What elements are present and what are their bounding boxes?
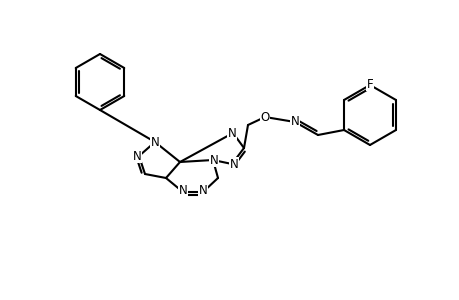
Text: N: N	[198, 184, 207, 197]
Text: N: N	[132, 149, 141, 163]
Text: N: N	[290, 115, 299, 128]
Text: N: N	[227, 127, 236, 140]
Text: F: F	[366, 77, 373, 91]
Text: N: N	[209, 154, 218, 166]
Text: N: N	[150, 136, 159, 148]
Text: N: N	[229, 158, 238, 170]
Text: N: N	[178, 184, 187, 197]
Text: O: O	[260, 110, 269, 124]
